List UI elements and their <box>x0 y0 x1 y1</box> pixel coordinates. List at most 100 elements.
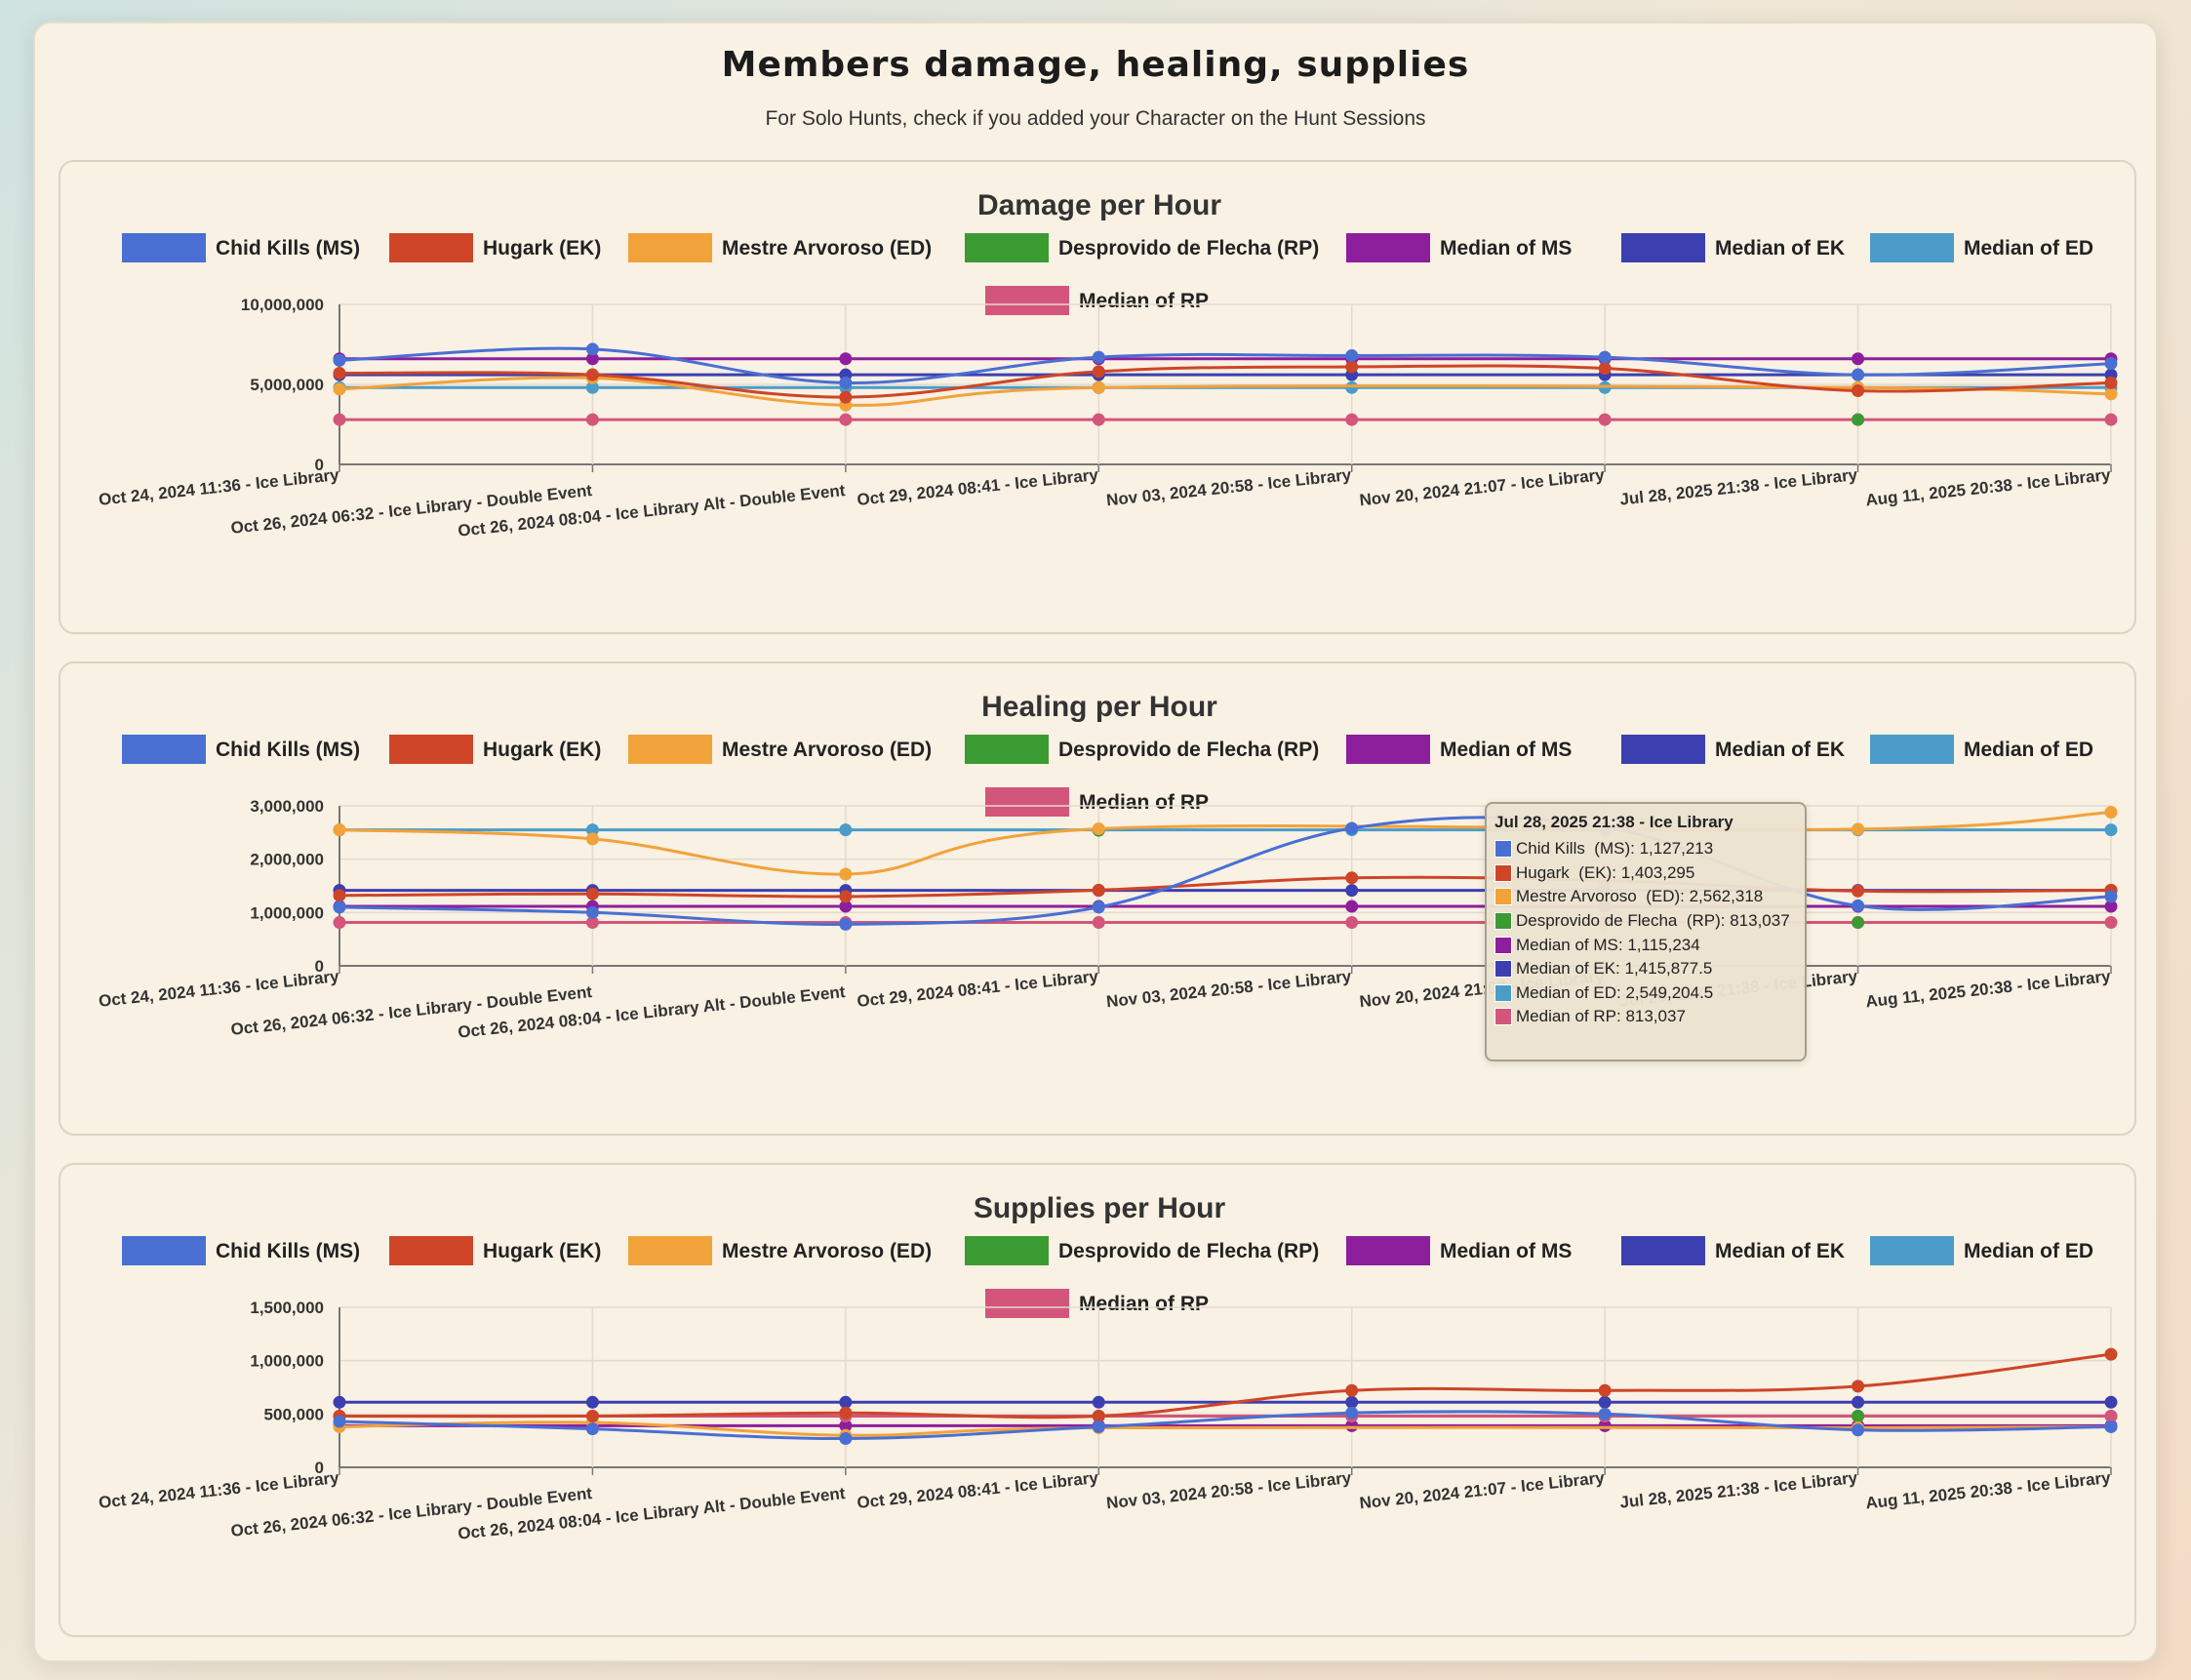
data-point[interactable] <box>1345 916 1359 930</box>
data-point[interactable] <box>1345 348 1359 362</box>
data-point[interactable] <box>585 1410 599 1423</box>
data-point[interactable] <box>1852 384 1865 398</box>
data-point[interactable] <box>839 352 853 366</box>
data-point[interactable] <box>1852 916 1865 930</box>
data-point[interactable] <box>1852 368 1865 381</box>
data-point[interactable] <box>2104 376 2118 389</box>
supplies-per-hour-chart[interactable]: Supplies per Hour Chid Kills (MS) Hugark (… <box>60 1165 2138 1639</box>
legend-item-median-of-ms[interactable]: Median of MS <box>1346 1236 1572 1265</box>
data-point[interactable] <box>585 368 599 381</box>
legend-item-desprovido-de-flecha-rp[interactable]: Desprovido de Flecha (RP) <box>965 735 1319 764</box>
data-point[interactable] <box>333 367 346 380</box>
legend-item-median-of-rp[interactable]: Median of RP <box>985 1289 1209 1318</box>
data-point[interactable] <box>1598 1383 1612 1397</box>
data-point[interactable] <box>839 1431 853 1445</box>
data-point[interactable] <box>1852 822 1865 836</box>
data-point[interactable] <box>333 1415 346 1428</box>
legend-item-mestre-arvoroso-ed[interactable]: Mestre Arvoroso (ED) <box>628 1236 932 1265</box>
legend-item-chid-kills-ms[interactable]: Chid Kills (MS) <box>122 1236 360 1265</box>
data-point[interactable] <box>1345 1383 1359 1397</box>
legend-item-median-of-ek[interactable]: Median of EK <box>1621 233 1845 262</box>
legend-item-chid-kills-ms[interactable]: Chid Kills (MS) <box>122 735 360 764</box>
legend-item-desprovido-de-flecha-rp[interactable]: Desprovido de Flecha (RP) <box>965 233 1319 262</box>
data-point[interactable] <box>839 1406 853 1420</box>
data-point[interactable] <box>839 413 853 426</box>
data-point[interactable] <box>585 1395 599 1409</box>
data-point[interactable] <box>1345 360 1359 374</box>
data-point[interactable] <box>2104 357 2118 371</box>
data-point[interactable] <box>2104 890 2118 903</box>
data-point[interactable] <box>1092 380 1105 394</box>
legend-item-median-of-ed[interactable]: Median of ED <box>1870 1236 2093 1265</box>
data-point[interactable] <box>1092 365 1105 379</box>
data-point[interactable] <box>1345 884 1359 898</box>
data-point[interactable] <box>839 1395 853 1409</box>
legend-item-median-of-ed[interactable]: Median of ED <box>1870 233 2093 262</box>
data-point[interactable] <box>2104 1420 2118 1433</box>
data-point[interactable] <box>839 376 853 389</box>
data-point[interactable] <box>585 342 599 356</box>
data-point[interactable] <box>585 887 599 900</box>
data-point[interactable] <box>1852 352 1865 366</box>
data-point[interactable] <box>1092 883 1105 897</box>
legend-item-median-of-rp[interactable]: Median of RP <box>985 286 1209 315</box>
data-point[interactable] <box>585 1422 599 1436</box>
data-point[interactable] <box>2104 916 2118 930</box>
data-point[interactable] <box>1852 899 1865 912</box>
data-point[interactable] <box>1852 1410 1865 1423</box>
data-point[interactable] <box>2104 1395 2118 1409</box>
legend-item-hugark-ek[interactable]: Hugark (EK) <box>389 735 601 764</box>
data-point[interactable] <box>1598 1395 1612 1409</box>
data-point[interactable] <box>1092 413 1105 426</box>
data-point[interactable] <box>839 390 853 404</box>
data-point[interactable] <box>585 832 599 846</box>
data-point[interactable] <box>2104 806 2118 820</box>
legend-item-mestre-arvoroso-ed[interactable]: Mestre Arvoroso (ED) <box>628 233 932 262</box>
healing-per-hour-chart[interactable]: Healing per Hour Chid Kills (MS) Hugark (E… <box>60 663 2138 1138</box>
data-point[interactable] <box>1092 1420 1105 1433</box>
data-point[interactable] <box>333 1395 346 1409</box>
data-point[interactable] <box>1092 350 1105 364</box>
legend-item-hugark-ek[interactable]: Hugark (EK) <box>389 233 601 262</box>
data-point[interactable] <box>333 413 346 426</box>
data-point[interactable] <box>1092 1410 1105 1423</box>
data-point[interactable] <box>333 900 346 914</box>
data-point[interactable] <box>1852 1380 1865 1393</box>
data-point[interactable] <box>1598 413 1612 426</box>
data-point[interactable] <box>839 917 853 931</box>
legend-item-median-of-rp[interactable]: Median of RP <box>985 787 1209 817</box>
data-point[interactable] <box>333 889 346 902</box>
legend-item-mestre-arvoroso-ed[interactable]: Mestre Arvoroso (ED) <box>628 735 932 764</box>
data-point[interactable] <box>839 867 853 881</box>
legend-item-chid-kills-ms[interactable]: Chid Kills (MS) <box>122 233 360 262</box>
data-point[interactable] <box>1345 380 1359 394</box>
damage-per-hour-chart[interactable]: Damage per Hour Chid Kills (MS) Hugark (EK… <box>60 162 2138 636</box>
data-point[interactable] <box>1598 362 1612 376</box>
data-point[interactable] <box>1852 1395 1865 1409</box>
data-point[interactable] <box>1852 884 1865 898</box>
data-point[interactable] <box>1092 900 1105 914</box>
data-point[interactable] <box>2104 387 2118 401</box>
legend-item-median-of-ms[interactable]: Median of MS <box>1346 735 1572 764</box>
data-point[interactable] <box>1092 822 1105 836</box>
data-point[interactable] <box>2104 823 2118 837</box>
data-point[interactable] <box>1345 1395 1359 1409</box>
data-point[interactable] <box>585 413 599 426</box>
data-point[interactable] <box>2104 413 2118 426</box>
data-point[interactable] <box>1852 1423 1865 1437</box>
data-point[interactable] <box>333 353 346 367</box>
data-point[interactable] <box>1345 413 1359 426</box>
data-point[interactable] <box>333 823 346 837</box>
data-point[interactable] <box>1345 1406 1359 1420</box>
data-point[interactable] <box>839 823 853 837</box>
data-point[interactable] <box>1345 900 1359 913</box>
data-point[interactable] <box>839 890 853 903</box>
data-point[interactable] <box>585 905 599 919</box>
legend-item-median-of-ek[interactable]: Median of EK <box>1621 735 1845 764</box>
data-point[interactable] <box>1598 350 1612 364</box>
data-point[interactable] <box>333 382 346 396</box>
data-point[interactable] <box>1345 821 1359 835</box>
data-point[interactable] <box>1852 413 1865 426</box>
data-point[interactable] <box>1345 871 1359 885</box>
data-point[interactable] <box>1092 1395 1105 1409</box>
